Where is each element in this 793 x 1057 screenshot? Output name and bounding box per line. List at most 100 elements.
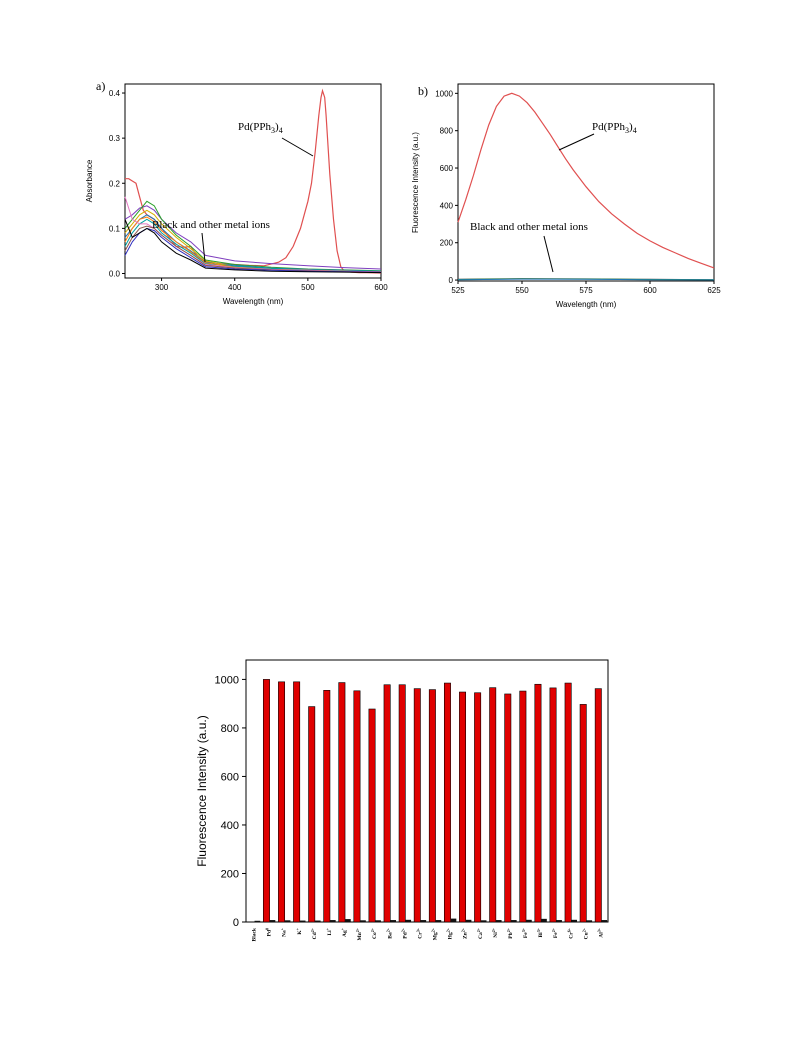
annotation-pd-pointer xyxy=(558,133,595,151)
bar-black xyxy=(465,919,472,922)
x-tick-label: 400 xyxy=(228,283,242,292)
bar-red xyxy=(549,687,557,923)
bar-red xyxy=(262,679,270,923)
bar-red xyxy=(383,684,391,923)
bar-red xyxy=(398,684,406,923)
series-line-0 xyxy=(457,92,715,269)
plot-frame xyxy=(245,659,609,923)
y-tick-label: 0.3 xyxy=(109,134,121,143)
bar-black xyxy=(269,920,276,922)
y-tick-label: 0.1 xyxy=(109,224,121,233)
x-tick-label: 550 xyxy=(515,286,529,295)
bar-red xyxy=(489,687,497,923)
y-tick-label: 0.0 xyxy=(109,269,121,278)
bar-red xyxy=(368,708,376,923)
x-tick-label: 600 xyxy=(643,286,657,295)
bar-black xyxy=(390,920,396,922)
bar-black xyxy=(254,920,261,922)
y-axis-label: Fluorescence Intensity (a.u.) xyxy=(195,715,209,866)
category-label: Pd0 xyxy=(265,928,273,936)
bar-black xyxy=(360,920,366,922)
category-label: Cd2+ xyxy=(310,927,318,939)
category-label: Ba2+ xyxy=(385,927,393,938)
category-label: Bi3+ xyxy=(536,927,544,937)
x-tick-label: 500 xyxy=(301,283,315,292)
bar-red xyxy=(519,690,527,923)
category-label: Ag+ xyxy=(340,927,348,937)
y-tick-label: 400 xyxy=(221,820,239,832)
y-tick-label: 800 xyxy=(440,127,454,136)
bar-black xyxy=(375,920,381,922)
x-tick-label: 600 xyxy=(374,283,388,292)
category-label: Cr6+ xyxy=(566,927,574,938)
category-label: Mn2+ xyxy=(355,927,363,940)
category-label: Cu2+ xyxy=(581,927,589,939)
category-label: Fe2+ xyxy=(551,927,559,938)
y-tick-label: 800 xyxy=(221,723,239,735)
series-line-10 xyxy=(124,219,382,274)
bar-red xyxy=(474,692,482,923)
bar-black xyxy=(314,920,321,922)
category-label: Fe3+ xyxy=(521,927,529,938)
category-label: Black xyxy=(252,927,258,941)
category-label: Ni2+ xyxy=(491,927,499,938)
bar-black xyxy=(435,920,442,922)
bar-black xyxy=(556,920,562,922)
bar-black xyxy=(571,919,577,922)
category-label: Al3+ xyxy=(596,927,604,938)
bar-black xyxy=(541,918,547,922)
annotation-black: Black and other metal ions xyxy=(152,219,270,231)
x-tick-label: 525 xyxy=(451,286,465,295)
category-label: Mg2+ xyxy=(431,927,439,940)
bar-black xyxy=(345,919,351,922)
bar-black xyxy=(329,920,336,922)
bar-red xyxy=(564,682,572,923)
annotation-black-pointer xyxy=(201,232,206,263)
bar-black xyxy=(510,920,517,922)
category-label: Na+ xyxy=(280,927,288,937)
category-label: Cr3+ xyxy=(415,927,423,938)
series-line-0 xyxy=(125,88,382,274)
y-tick-label: 1000 xyxy=(215,674,239,686)
bar-black xyxy=(299,920,306,922)
category-label: Ca2+ xyxy=(476,927,484,939)
x-tick-label: 300 xyxy=(155,283,169,292)
annotation-black: Black and other metal ions xyxy=(470,221,588,233)
bar-black xyxy=(450,918,457,922)
x-tick-label: 575 xyxy=(579,286,593,295)
bar-red xyxy=(338,682,346,923)
bar-black xyxy=(526,919,532,922)
series-line-1 xyxy=(124,205,382,270)
bar-black xyxy=(495,920,502,922)
category-label: Co2+ xyxy=(370,927,378,939)
x-tick-label: 625 xyxy=(707,286,721,295)
x-axis-label: Wavelength (nm) xyxy=(223,297,284,306)
bar-black xyxy=(420,920,427,922)
annotation-pd: Pd(PPh3)4 xyxy=(592,121,637,135)
annotation-pd-pointer xyxy=(281,137,314,157)
bar-red xyxy=(534,683,542,923)
y-tick-label: 0.2 xyxy=(109,179,121,188)
y-tick-label: 0 xyxy=(449,276,454,285)
bar-red xyxy=(323,690,331,923)
y-tick-label: 400 xyxy=(440,201,454,210)
bar-red xyxy=(443,682,451,923)
category-label: K+ xyxy=(295,927,303,934)
panel-label: b) xyxy=(418,84,428,98)
bar-red xyxy=(353,690,361,923)
bar-black xyxy=(586,920,593,922)
bar-black xyxy=(480,920,487,922)
bar-red xyxy=(579,704,587,923)
bar-black xyxy=(284,920,291,922)
plot-frame xyxy=(124,83,382,279)
bar-red xyxy=(308,706,316,923)
y-tick-label: 0 xyxy=(233,917,239,929)
bar-red xyxy=(594,688,602,923)
y-axis-label: Fluorescence Intensity (a.u.) xyxy=(411,132,420,233)
bar-black xyxy=(601,920,608,922)
panel-b: 525 550 575 600 625 0 200 400 600 800 1000 Waveleng… xyxy=(411,83,721,309)
annotation-black-pointer xyxy=(543,235,554,273)
bar-red xyxy=(428,689,436,923)
category-label: Pd2+ xyxy=(400,927,408,938)
